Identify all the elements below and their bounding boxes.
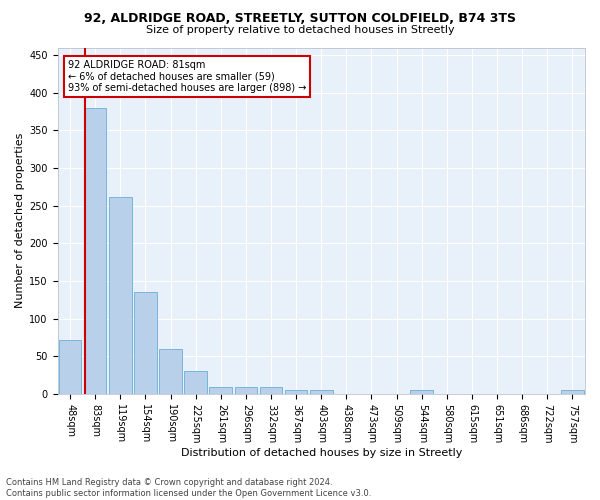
- Text: 92 ALDRIDGE ROAD: 81sqm
← 6% of detached houses are smaller (59)
93% of semi-det: 92 ALDRIDGE ROAD: 81sqm ← 6% of detached…: [68, 60, 307, 93]
- Bar: [285, 390, 307, 394]
- X-axis label: Distribution of detached houses by size in Streetly: Distribution of detached houses by size …: [181, 448, 462, 458]
- Bar: [84, 108, 106, 394]
- Bar: [310, 390, 332, 394]
- Text: 92, ALDRIDGE ROAD, STREETLY, SUTTON COLDFIELD, B74 3TS: 92, ALDRIDGE ROAD, STREETLY, SUTTON COLD…: [84, 12, 516, 26]
- Bar: [184, 371, 207, 394]
- Text: Size of property relative to detached houses in Streetly: Size of property relative to detached ho…: [146, 25, 454, 35]
- Bar: [561, 390, 584, 394]
- Bar: [410, 390, 433, 394]
- Bar: [209, 386, 232, 394]
- Bar: [235, 386, 257, 394]
- Y-axis label: Number of detached properties: Number of detached properties: [15, 133, 25, 308]
- Bar: [159, 349, 182, 394]
- Bar: [260, 386, 283, 394]
- Bar: [109, 198, 131, 394]
- Bar: [59, 340, 82, 394]
- Bar: [134, 292, 157, 394]
- Text: Contains HM Land Registry data © Crown copyright and database right 2024.
Contai: Contains HM Land Registry data © Crown c…: [6, 478, 371, 498]
